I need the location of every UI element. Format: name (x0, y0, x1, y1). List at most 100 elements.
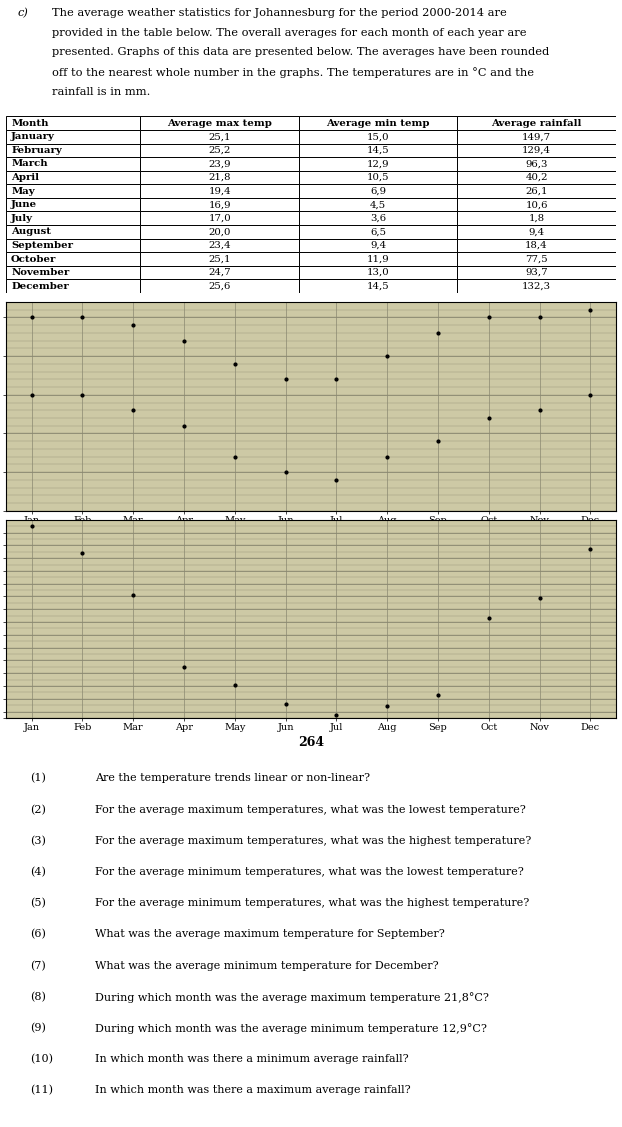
Text: 18,4: 18,4 (525, 241, 548, 250)
Text: Are the temperature trends linear or non-linear?: Are the temperature trends linear or non… (95, 773, 369, 783)
Text: 14,5: 14,5 (367, 282, 389, 291)
Bar (299, 157, 457, 170)
Text: 23,4: 23,4 (208, 241, 231, 250)
Bar (299, 266, 457, 279)
Bar (299, 279, 457, 293)
Text: (9): (9) (30, 1023, 47, 1033)
Text: October: October (11, 255, 57, 264)
Bar (457, 225, 616, 239)
Text: 96,3: 96,3 (526, 159, 548, 168)
Text: c): c) (17, 8, 28, 18)
Text: 25,1: 25,1 (208, 132, 231, 141)
Bar (299, 185, 457, 198)
Bar (457, 198, 616, 212)
Text: (11): (11) (30, 1085, 53, 1095)
Text: November: November (11, 268, 69, 277)
Text: (1): (1) (30, 773, 47, 783)
Bar (457, 130, 616, 143)
Bar (6, 266, 141, 279)
Text: 4,5: 4,5 (370, 201, 386, 210)
Bar (141, 170, 299, 185)
Text: During which month was the average maximum temperature 21,8°C?: During which month was the average maxim… (95, 992, 488, 1003)
Bar (6, 239, 141, 252)
Text: 17,0: 17,0 (208, 214, 231, 223)
Bar (141, 185, 299, 198)
Text: (2): (2) (30, 805, 47, 815)
Text: 21,8: 21,8 (208, 172, 231, 181)
Bar (299, 198, 457, 212)
Text: What was the average minimum temperature for December?: What was the average minimum temperature… (95, 960, 439, 970)
Bar (299, 116, 457, 130)
Text: 6,5: 6,5 (370, 228, 386, 237)
Text: August: August (11, 228, 51, 237)
Bar (299, 170, 457, 185)
Bar (457, 170, 616, 185)
Text: provided in the table below. The overall averages for each month of each year ar: provided in the table below. The overall… (52, 27, 526, 37)
Bar (299, 225, 457, 239)
Bar (141, 266, 299, 279)
Text: (5): (5) (30, 898, 47, 908)
Text: 129,4: 129,4 (522, 145, 551, 154)
Text: December: December (11, 282, 69, 291)
Text: 12,9: 12,9 (367, 159, 389, 168)
Text: (7): (7) (30, 960, 47, 970)
Bar (457, 252, 616, 266)
Bar (141, 212, 299, 225)
Text: 93,7: 93,7 (525, 268, 548, 277)
Text: 26,1: 26,1 (526, 187, 548, 196)
Bar (6, 225, 141, 239)
Text: February: February (11, 145, 62, 154)
Bar (6, 212, 141, 225)
Bar (457, 212, 616, 225)
Text: In which month was there a maximum average rainfall?: In which month was there a maximum avera… (95, 1085, 411, 1095)
Bar (6, 143, 141, 157)
Text: For the average minimum temperatures, what was the lowest temperature?: For the average minimum temperatures, wh… (95, 867, 523, 877)
Text: During which month was the average minimum temperature 12,9°C?: During which month was the average minim… (95, 1023, 486, 1033)
Text: 13,0: 13,0 (367, 268, 389, 277)
Text: 14,5: 14,5 (367, 145, 389, 154)
Bar (6, 130, 141, 143)
Text: (4): (4) (30, 867, 47, 877)
Bar (299, 239, 457, 252)
Text: In which month was there a minimum average rainfall?: In which month was there a minimum avera… (95, 1054, 408, 1064)
Bar (457, 157, 616, 170)
Text: 3,6: 3,6 (370, 214, 386, 223)
Text: presented. Graphs of this data are presented below. The averages have been round: presented. Graphs of this data are prese… (52, 47, 549, 57)
Text: 24,7: 24,7 (208, 268, 231, 277)
Bar (6, 279, 141, 293)
Bar (6, 252, 141, 266)
Text: Average rainfall: Average rainfall (491, 118, 582, 127)
Text: off to the nearest whole number in the graphs. The temperatures are in °C and th: off to the nearest whole number in the g… (52, 68, 534, 78)
Text: 20,0: 20,0 (208, 228, 231, 237)
Text: September: September (11, 241, 73, 250)
Bar (141, 198, 299, 212)
Text: The average weather statistics for Johannesburg for the period 2000-2014 are: The average weather statistics for Johan… (52, 8, 507, 18)
Bar (141, 252, 299, 266)
Bar (457, 266, 616, 279)
Text: 132,3: 132,3 (522, 282, 551, 291)
Text: What was the average maximum temperature for September?: What was the average maximum temperature… (95, 930, 444, 939)
Text: 15,0: 15,0 (367, 132, 389, 141)
Bar (457, 239, 616, 252)
Text: Average min temp: Average min temp (327, 118, 430, 127)
Bar (141, 239, 299, 252)
Bar (6, 116, 141, 130)
Bar (141, 225, 299, 239)
Text: 25,1: 25,1 (208, 255, 231, 264)
Text: Month: Month (11, 118, 49, 127)
Text: For the average maximum temperatures, what was the lowest temperature?: For the average maximum temperatures, wh… (95, 805, 526, 815)
Bar (6, 170, 141, 185)
Text: 264: 264 (298, 736, 324, 749)
Bar (299, 212, 457, 225)
Bar (299, 130, 457, 143)
Text: 11,9: 11,9 (367, 255, 389, 264)
Text: 9,4: 9,4 (529, 228, 545, 237)
Text: (6): (6) (30, 930, 47, 940)
Text: 23,9: 23,9 (208, 159, 231, 168)
Bar (141, 116, 299, 130)
Text: March: March (11, 159, 48, 168)
Bar (141, 279, 299, 293)
Text: 149,7: 149,7 (522, 132, 551, 141)
Text: June: June (11, 201, 37, 210)
Text: 1,8: 1,8 (529, 214, 545, 223)
